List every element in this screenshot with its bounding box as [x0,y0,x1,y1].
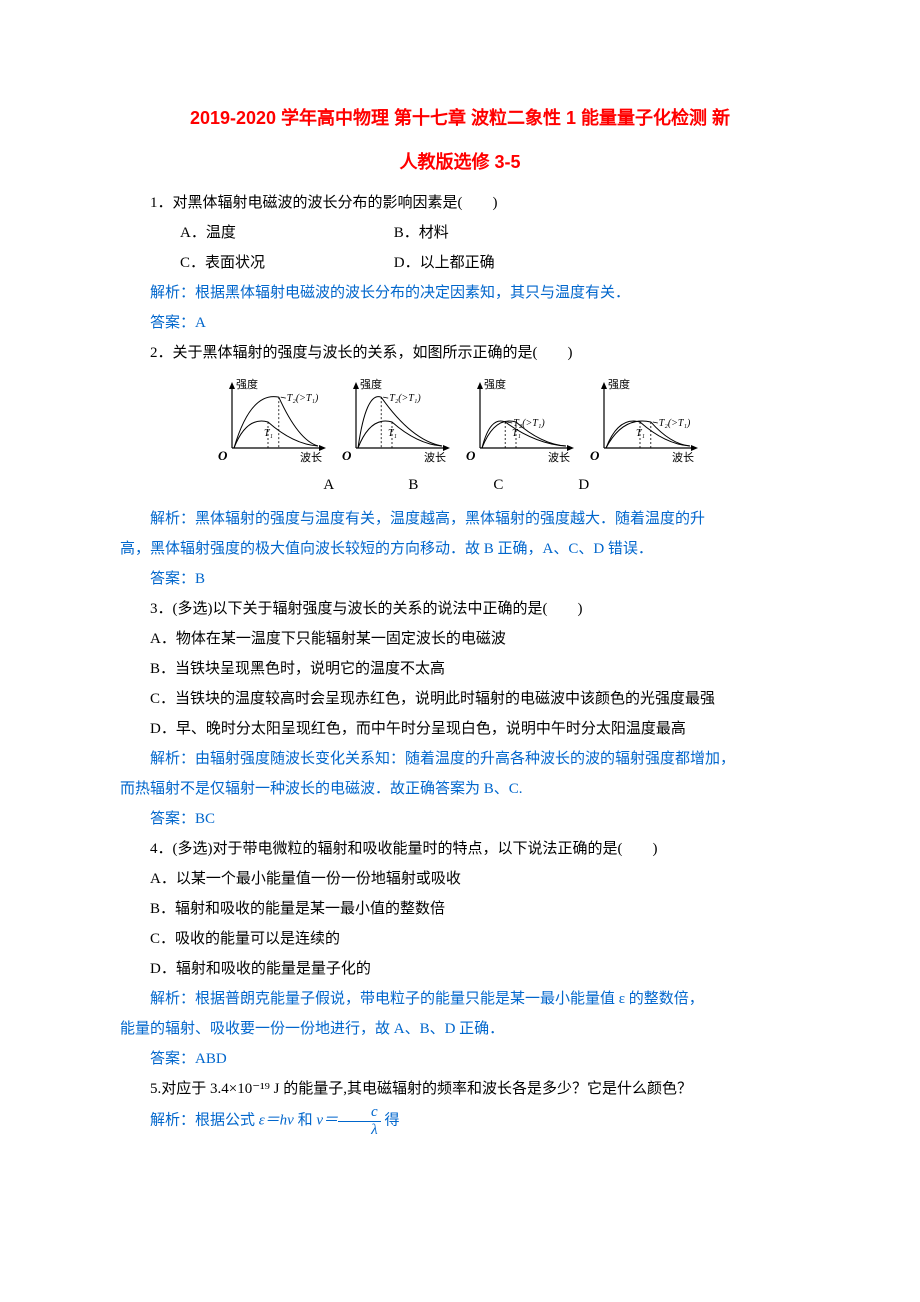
q1-optA: A．温度 [150,218,390,248]
q2-chart-labels: A B C D [120,470,800,500]
q3-explanation-line2: 而热辐射不是仅辐射一种波长的电磁波．故正确答案为 B、C. [120,774,800,804]
svg-text:T₂(>T₁): T₂(>T₁) [389,393,421,404]
svg-text:O: O [218,448,228,463]
q2-charts: 强度波长OT₁T₂(>T₁)强度波长OT₁T₂(>T₁)强度波长OT₁T₂(>T… [120,376,800,466]
q3-optC: C．当铁块的温度较高时会呈现赤红色，说明此时辐射的电磁波中该颜色的光强度最强 [120,684,800,714]
q4-optD: D．辐射和吸收的能量是量子化的 [120,954,800,984]
blackbody-chart: 强度波长 O T₁ T₂(>T₁) [214,376,334,466]
q3-optA: A．物体在某一温度下只能辐射某一固定波长的电磁波 [120,624,800,654]
blackbody-chart: 强度波长 O T₁T₂(>T₁) [462,376,582,466]
q4-explanation-line2: 能量的辐射、吸收要一份一份地进行，故 A、B、D 正确． [120,1014,800,1044]
svg-text:T₁: T₁ [264,428,273,439]
svg-text:O: O [466,448,476,463]
svg-text:T₂(>T₁): T₂(>T₁) [513,418,545,429]
q5-explanation: 解析：根据公式 ε＝hν 和 ν＝cλ 得 [120,1104,800,1138]
q1-optB: B．材料 [394,225,449,241]
q5-expl-prefix: 解析：根据公式 [150,1112,259,1128]
q5-fraction: cλ [338,1104,381,1138]
q1-optC: C．表面状况 [150,248,390,278]
q3-answer: 答案：BC [120,804,800,834]
q1-optD: D．以上都正确 [394,255,495,271]
q4-answer: 答案：ABD [120,1044,800,1074]
q1-options-row2: C．表面状况 D．以上都正确 [120,248,800,278]
svg-text:强度: 强度 [236,377,258,391]
blackbody-chart: 强度波长 O T₁ T₂(>T₁) [586,376,706,466]
q5-mid: 和 [298,1112,317,1128]
q1-options-row1: A．温度 B．材料 [120,218,800,248]
q2-explanation-line1: 解析：黑体辐射的强度与温度有关，温度越高，黑体辐射的强度越大．随着温度的升 [120,504,800,534]
q3-stem: 3．(多选)以下关于辐射强度与波长的关系的说法中正确的是( ) [120,594,800,624]
svg-text:T₂(>T₁): T₂(>T₁) [659,418,691,429]
svg-text:T₁: T₁ [512,428,521,439]
page-title-line2: 人教版选修 3-5 [120,144,800,180]
svg-text:T₁: T₁ [636,428,645,439]
q3-optB: B．当铁块呈现黑色时，说明它的温度不太高 [120,654,800,684]
q5-frac-num: c [338,1104,381,1122]
svg-text:强度: 强度 [484,377,506,391]
q5-suffix: 得 [384,1112,399,1128]
q4-stem: 4．(多选)对于带电微粒的辐射和吸收能量时的特点，以下说法正确的是( ) [120,834,800,864]
svg-text:波长: 波长 [672,451,694,464]
q5-frac-den: λ [338,1122,381,1139]
q5-formula2-lhs: ν＝ [316,1112,338,1128]
q3-explanation-line1: 解析：由辐射强度随波长变化关系知：随着温度的升高各种波长的波的辐射强度都增加， [120,744,800,774]
q1-stem: 1．对黑体辐射电磁波的波长分布的影响因素是( ) [120,188,800,218]
svg-text:波长: 波长 [300,451,322,464]
svg-text:波长: 波长 [424,451,446,464]
q5-formula1: ε＝hν [259,1112,294,1128]
svg-text:O: O [590,448,600,463]
q2-stem: 2．关于黑体辐射的强度与波长的关系，如图所示正确的是( ) [120,338,800,368]
q1-explanation: 解析：根据黑体辐射电磁波的波长分布的决定因素知，其只与温度有关． [120,278,800,308]
q4-explanation-line1: 解析：根据普朗克能量子假说，带电粒子的能量只能是某一最小能量值 ε 的整数倍， [120,984,800,1014]
q4-optC: C．吸收的能量可以是连续的 [120,924,800,954]
blackbody-chart: 强度波长 O T₁ T₂(>T₁) [338,376,458,466]
q1-answer: 答案：A [120,308,800,338]
q4-optA: A．以某一个最小能量值一份一份地辐射或吸收 [120,864,800,894]
page-title-line1: 2019-2020 学年高中物理 第十七章 波粒二象性 1 能量量子化检测 新 [120,100,800,136]
svg-text:波长: 波长 [548,451,570,464]
q5-stem: 5.对应于 3.4×10⁻¹⁹ J 的能量子,其电磁辐射的频率和波长各是多少？它… [120,1074,800,1104]
q3-optD: D．早、晚时分太阳呈现红色，而中午时分呈现白色，说明中午时分太阳温度最高 [120,714,800,744]
svg-text:O: O [342,448,352,463]
q2-explanation-line2: 高，黑体辐射强度的极大值向波长较短的方向移动．故 B 正确，A、C、D 错误． [120,534,800,564]
svg-text:强度: 强度 [608,377,630,391]
svg-text:强度: 强度 [360,377,382,391]
svg-text:T₁: T₁ [388,428,397,439]
svg-text:T₂(>T₁): T₂(>T₁) [287,393,319,404]
q4-optB: B．辐射和吸收的能量是某一最小值的整数倍 [120,894,800,924]
q2-answer: 答案：B [120,564,800,594]
